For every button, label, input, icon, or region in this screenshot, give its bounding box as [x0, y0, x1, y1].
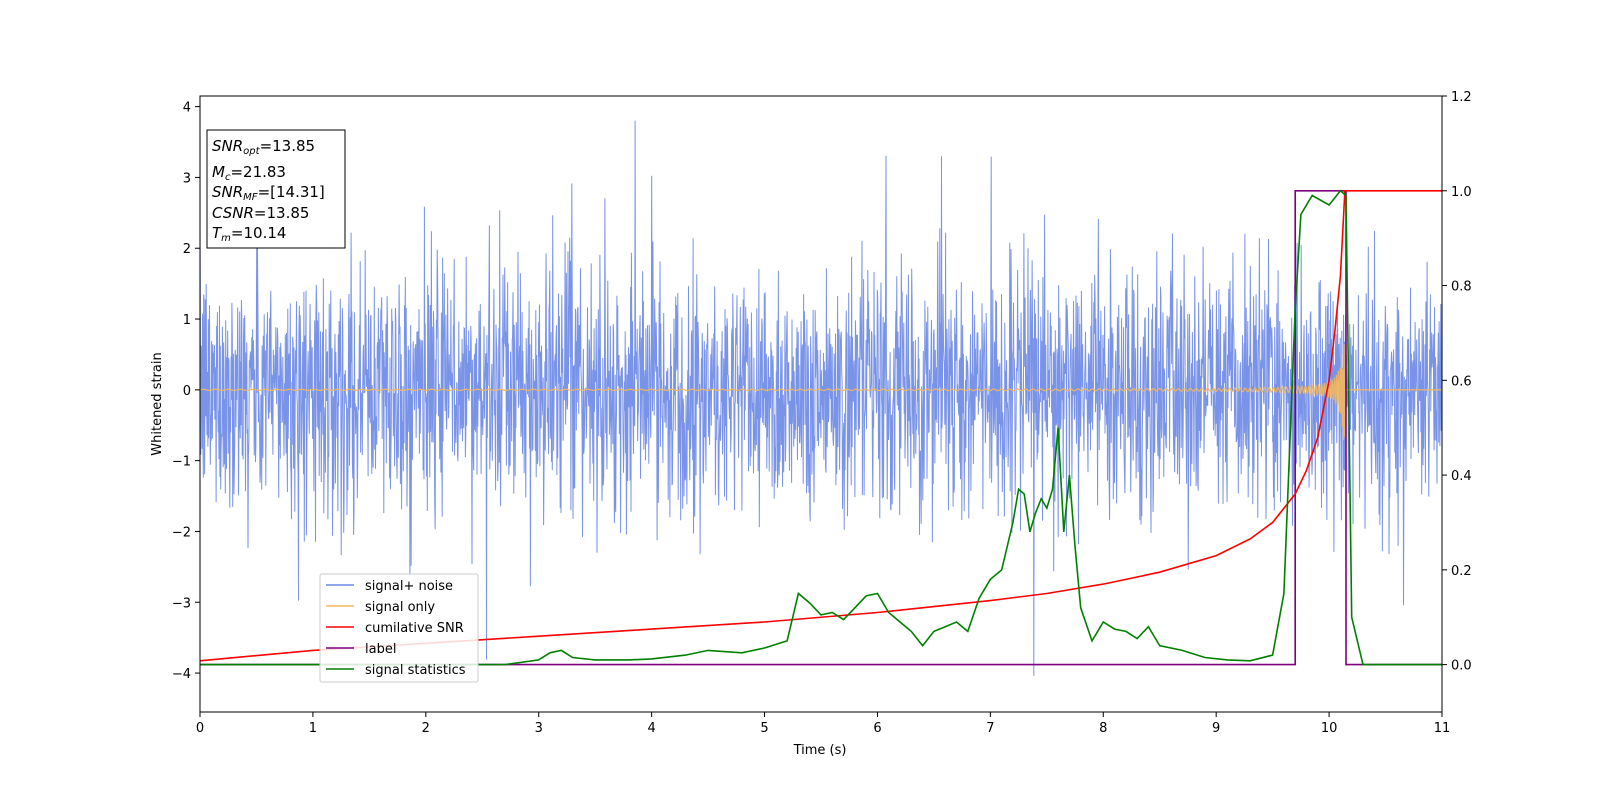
annotation-tm: Tm=10.14	[212, 224, 286, 244]
axes-frame	[199, 95, 1443, 713]
left-y-tick-label: 0	[183, 384, 191, 399]
series-label	[200, 190, 1442, 666]
legend-item: signal+ noise	[326, 579, 453, 594]
right-y-tick-label: 0.2	[1451, 564, 1472, 579]
right-y-tick-label: 0.6	[1451, 374, 1472, 389]
legend-item: signal only	[326, 600, 435, 615]
left-y-axis: −4 −3 −2 −1 0 1 2 3 4	[172, 101, 200, 682]
series-signal-only	[199, 344, 1442, 440]
x-tick-label: 8	[1099, 721, 1107, 736]
left-y-tick-label: 3	[183, 171, 191, 186]
right-y-tick-label: 0.8	[1451, 280, 1472, 295]
right-y-tick-label: 1.0	[1451, 185, 1472, 200]
left-y-tick-label: 4	[183, 101, 191, 116]
left-y-tick-label: −2	[172, 525, 191, 540]
x-axis-label: Time (s)	[793, 743, 847, 758]
legend-item: signal statistics	[326, 663, 466, 678]
legend-label: signal only	[365, 600, 435, 615]
x-tick-label: 6	[873, 721, 881, 736]
annotation-csnr: CSNR=13.85	[212, 204, 309, 222]
left-y-tick-label: 1	[183, 313, 191, 328]
left-y-tick-label: −1	[172, 455, 191, 470]
plot-area	[199, 120, 1443, 676]
x-tick-label: 9	[1212, 721, 1220, 736]
legend-label: cumilative SNR	[365, 621, 464, 636]
legend-label: label	[365, 642, 396, 657]
annotation-mc: Mc=21.83	[212, 163, 286, 183]
x-axis: 0 1 2 3 4 5 6 7 8 9 10 11	[196, 712, 1450, 736]
legend-item: label	[326, 642, 396, 657]
right-y-tick-label: 0.4	[1451, 469, 1472, 484]
series-cumulative-snr	[199, 190, 1442, 662]
left-y-tick-label: −4	[172, 667, 191, 682]
legend-label: signal+ noise	[365, 579, 453, 594]
left-y-tick-label: 2	[183, 242, 191, 257]
annotation-snr-mf: SNRMF=[14.31]	[212, 183, 325, 203]
x-tick-label: 4	[647, 721, 655, 736]
x-tick-label: 10	[1321, 721, 1338, 736]
x-tick-label: 3	[535, 721, 543, 736]
right-y-tick-label: 0.0	[1451, 659, 1472, 674]
x-tick-label: 2	[422, 721, 430, 736]
x-tick-label: 11	[1434, 721, 1451, 736]
y-axis-label: Whitened strain	[150, 352, 165, 455]
legend-item: cumilative SNR	[326, 621, 464, 636]
x-tick-label: 7	[986, 721, 994, 736]
legend: signal+ noise signal only cumilative SNR…	[319, 573, 479, 683]
legend-label: signal statistics	[365, 663, 466, 678]
right-y-axis: 0.0 0.2 0.4 0.6 0.8 1.0 1.2	[1442, 90, 1472, 674]
series-signal-noise	[199, 120, 1443, 676]
x-tick-label: 0	[196, 721, 204, 736]
left-y-tick-label: −3	[172, 596, 191, 611]
right-y-tick-label: 1.2	[1451, 90, 1472, 105]
x-tick-label: 5	[760, 721, 768, 736]
annotation-snr-opt: SNRopt=13.85	[212, 137, 315, 157]
x-tick-label: 1	[309, 721, 317, 736]
series-signal-statistics	[200, 189, 1442, 666]
annotation-box: SNRopt=13.85 Mc=21.83 SNRMF=[14.31] CSNR…	[206, 129, 346, 249]
